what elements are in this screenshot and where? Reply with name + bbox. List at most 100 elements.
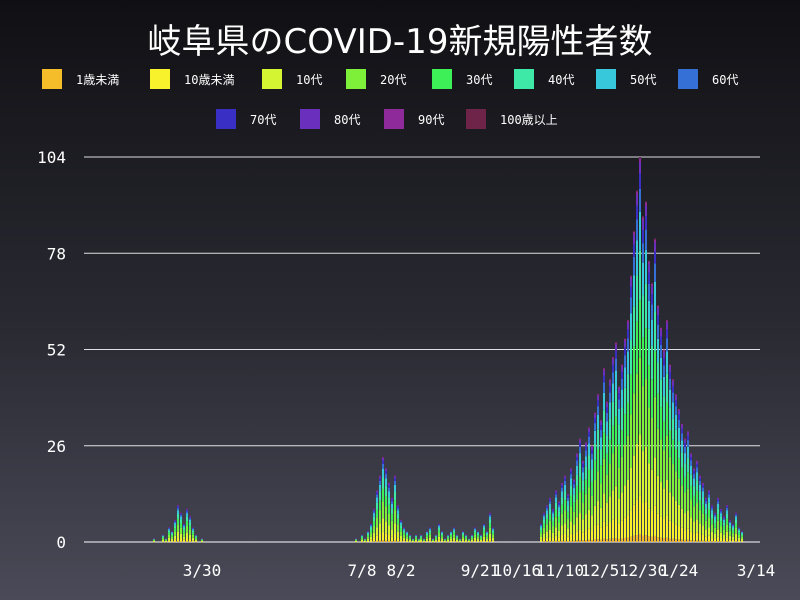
- bar-segment: [627, 319, 629, 321]
- x-tick-label: 3/14: [737, 561, 776, 580]
- x-tick-label: 1/24: [660, 561, 699, 580]
- bar-segment: [153, 540, 155, 541]
- bar-segment: [666, 479, 668, 516]
- bar-segment: [705, 529, 707, 537]
- bar-segment: [373, 509, 375, 511]
- bar-segment: [693, 533, 695, 541]
- legend-item: 80代: [300, 109, 360, 129]
- bar-segment: [627, 322, 629, 330]
- bar-segment: [714, 516, 716, 520]
- bar-segment: [594, 423, 596, 431]
- bar-segment: [627, 373, 629, 403]
- bar-segment: [174, 520, 176, 522]
- bar-segment: [609, 386, 611, 393]
- bar-segment: [543, 523, 545, 528]
- bar-segment: [382, 477, 384, 489]
- bar-segment: [588, 428, 590, 433]
- bar-segment: [552, 526, 554, 533]
- bar-segment: [714, 527, 716, 534]
- bar-segment: [636, 275, 638, 322]
- bar-segment: [486, 531, 488, 533]
- bar-segment: [726, 505, 728, 507]
- bar-segment: [699, 476, 701, 479]
- legend-label: 70代: [250, 112, 277, 127]
- bar-segment: [615, 390, 617, 417]
- bar-segment: [165, 540, 167, 542]
- bar-segment: [693, 506, 695, 522]
- bar-segment: [567, 497, 569, 501]
- bar-segment: [376, 535, 378, 541]
- bar-segment: [579, 453, 581, 464]
- legend-item: 50代: [596, 69, 656, 89]
- bar-segment: [669, 364, 671, 367]
- bar-segment: [690, 454, 692, 457]
- bar-segment: [582, 519, 584, 533]
- bar-segment: [388, 483, 390, 486]
- bar-segment: [696, 480, 698, 491]
- bar-segment: [441, 535, 443, 537]
- bar-segment: [597, 406, 599, 416]
- bar-segment: [702, 485, 704, 488]
- bar-segment: [684, 438, 686, 440]
- bar-segment: [735, 538, 737, 542]
- bar-segment: [678, 409, 680, 411]
- bar-segment: [585, 442, 587, 444]
- bar-segment: [696, 519, 698, 533]
- bar-segment: [379, 478, 381, 481]
- bar-segment: [540, 539, 542, 542]
- bar-segment: [585, 466, 587, 480]
- bar-segment: [699, 484, 701, 492]
- bar-segment: [672, 418, 674, 440]
- bar-segment: [558, 530, 560, 538]
- bar-segment: [615, 486, 617, 519]
- bar-segment: [687, 528, 689, 540]
- bar-segment: [168, 537, 170, 541]
- bar-segment: [654, 457, 656, 506]
- bar-segment: [573, 524, 575, 535]
- bar-segment: [591, 495, 593, 516]
- bar-segment: [168, 532, 170, 535]
- bar-segment: [435, 536, 437, 538]
- bar-segment: [579, 438, 581, 440]
- bar-segment: [489, 512, 491, 514]
- bar-segment: [630, 286, 632, 298]
- bar-segment: [630, 340, 632, 375]
- bar-segment: [702, 525, 704, 535]
- bar-segment: [588, 469, 590, 488]
- bar-segment: [543, 512, 545, 514]
- bar-segment: [627, 402, 629, 436]
- bar-segment: [373, 532, 375, 539]
- bar-segment: [639, 173, 641, 189]
- legend-item: 1歳未満: [42, 69, 119, 89]
- bar-segment: [180, 516, 182, 520]
- bar-segment: [385, 478, 387, 486]
- bar-segment: [465, 539, 467, 542]
- bar-segment: [555, 517, 557, 528]
- bar-segment: [597, 415, 599, 430]
- bar-segment: [382, 501, 384, 519]
- bar-segment: [189, 525, 191, 530]
- bar-segment: [552, 510, 554, 512]
- bar-segment: [651, 319, 653, 346]
- bar-segment: [415, 539, 417, 542]
- bar-segment: [388, 491, 390, 498]
- bar-segment: [400, 525, 402, 529]
- bar-segment: [609, 402, 611, 419]
- bar-segment: [672, 439, 674, 465]
- bar-segment: [438, 536, 440, 540]
- bar-segment: [423, 539, 425, 541]
- bar-segment: [594, 417, 596, 424]
- bar-segment: [394, 478, 396, 481]
- bar-segment: [441, 531, 443, 533]
- bar-segment: [606, 525, 608, 540]
- bar-segment: [418, 539, 420, 541]
- bar-segment: [570, 474, 572, 479]
- bar-segment: [654, 251, 656, 264]
- bar-segment: [576, 531, 578, 541]
- bar-segment: [165, 540, 167, 541]
- bar-segment: [729, 528, 731, 532]
- bar-segment: [663, 351, 665, 358]
- bar-segment: [474, 528, 476, 530]
- bar-segment: [394, 523, 396, 535]
- bar-segment: [621, 430, 623, 457]
